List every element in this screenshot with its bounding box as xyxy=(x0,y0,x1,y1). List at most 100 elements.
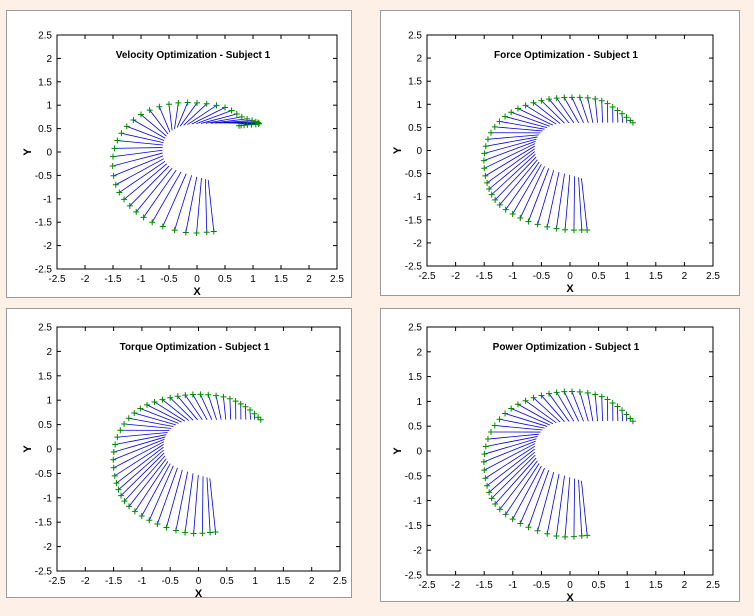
endpoint-marker xyxy=(121,498,128,505)
link-segment xyxy=(484,138,537,154)
endpoint-marker xyxy=(570,533,577,540)
y-tick-label: -1 xyxy=(43,194,52,205)
x-tick-label: 2.5 xyxy=(333,576,347,587)
chart-svg: -2.5 -2 -1.5 -1 -0.5 0 0.5 1 1.5 2 2.5 2.5 2 1.5 1 0.5 0… xyxy=(22,323,347,600)
link-segment xyxy=(128,458,167,507)
axes-frame xyxy=(56,326,341,572)
endpoint-marker xyxy=(546,96,553,103)
y-tick-label: 1.5 xyxy=(38,371,52,382)
link-segment xyxy=(112,152,163,167)
endpoint-marker xyxy=(562,533,569,540)
endpoint-marker xyxy=(480,157,487,164)
link-segment xyxy=(134,412,176,426)
link-segment xyxy=(141,463,171,517)
endpoint-marker xyxy=(534,527,541,534)
endpoint-marker xyxy=(508,109,515,116)
link-segment xyxy=(504,413,548,427)
link-segment xyxy=(494,156,537,201)
x-tick-label: -1 xyxy=(137,274,146,285)
endpoint-marker xyxy=(126,202,133,209)
x-tick-label: 1 xyxy=(252,576,258,587)
x-tick-label: -0.5 xyxy=(533,271,551,282)
endpoint-marker xyxy=(172,527,179,534)
x-tick-label: 2.5 xyxy=(706,580,720,591)
link-segment xyxy=(223,396,227,420)
link-segment xyxy=(485,136,538,147)
y-tick-label: 1.5 xyxy=(38,77,52,88)
endpoint-marker xyxy=(116,189,123,196)
endpoint-marker xyxy=(544,223,551,230)
link-segment xyxy=(121,132,164,144)
endpoint-marker xyxy=(604,100,611,107)
link-segment xyxy=(491,454,536,499)
y-tick-label: -2 xyxy=(43,241,52,252)
y-axis-label: Y xyxy=(22,148,34,156)
y-tick-label: -2.5 xyxy=(405,262,423,273)
x-tick-label: 1.5 xyxy=(649,271,663,282)
link-segment xyxy=(587,392,594,422)
link-segment xyxy=(158,106,171,133)
endpoint-marker xyxy=(481,150,488,157)
link-segment xyxy=(126,126,165,141)
endpoint-marker xyxy=(138,513,145,520)
link-segment xyxy=(210,118,248,124)
endpoint-marker xyxy=(561,94,568,101)
link-segment xyxy=(196,110,232,125)
link-segment xyxy=(140,408,179,424)
endpoint-marker xyxy=(534,221,541,228)
link-segment xyxy=(533,397,561,423)
x-tick-label: -0.5 xyxy=(162,576,180,587)
endpoint-marker xyxy=(609,104,616,111)
endpoint-marker xyxy=(488,495,495,502)
endpoint-marker xyxy=(205,391,212,398)
link-segment xyxy=(168,104,173,131)
endpoint-marker xyxy=(203,100,210,107)
endpoint-marker xyxy=(115,486,122,493)
endpoint-marker xyxy=(131,508,138,515)
endpoint-marker xyxy=(576,388,583,395)
link-segment xyxy=(537,472,555,531)
link-segment xyxy=(187,105,217,125)
endpoint-marker xyxy=(112,441,119,448)
link-segment xyxy=(124,455,166,502)
endpoint-marker xyxy=(233,110,240,117)
endpoint-marker xyxy=(576,94,583,101)
endpoint-markers xyxy=(480,94,636,234)
link-segment xyxy=(117,432,168,438)
link-segment xyxy=(486,148,535,184)
endpoint-marker xyxy=(525,524,532,531)
endpoint-marker xyxy=(487,129,494,136)
endpoint-marker xyxy=(125,415,132,422)
y-tick-label: -0.5 xyxy=(35,171,53,182)
endpoint-marker xyxy=(213,102,220,109)
endpoint-marker xyxy=(584,226,591,233)
link-segment xyxy=(206,477,211,533)
endpoint-marker xyxy=(502,206,509,213)
endpoint-marker xyxy=(623,411,630,418)
link-segment xyxy=(113,438,165,461)
endpoint-marker xyxy=(212,528,219,535)
chart-title: Torque Optimization - Subject 1 xyxy=(120,342,270,353)
endpoint-marker xyxy=(126,503,133,510)
y-axis-label: Y xyxy=(392,146,404,154)
link-segment xyxy=(537,170,555,225)
link-segment xyxy=(484,438,537,455)
endpoint-marker xyxy=(110,449,117,456)
link-segment xyxy=(494,425,543,431)
endpoint-marker xyxy=(249,117,256,124)
link-segment xyxy=(563,391,580,422)
link-segment xyxy=(533,102,561,124)
link-segment xyxy=(491,154,536,195)
chart-panel-power: -2.5 -2 -1.5 -1 -0.5 0 0.5 1 1.5 2 2.5 2.5 2 1.5 1 0.5 0… xyxy=(380,308,740,603)
endpoint-marker xyxy=(496,118,503,125)
link-segment xyxy=(484,143,536,169)
x-axis-label: X xyxy=(193,286,201,298)
link-segment xyxy=(485,445,535,479)
endpoint-marker xyxy=(538,97,545,104)
chart-svg: -2.5 -2 -1.5 -1 -0.5 0 0.5 1 1.5 2 2.5 2.5 2 1.5 1 0.5 0… xyxy=(392,31,720,296)
y-tick-label: -0.5 xyxy=(405,169,423,180)
y-tick-label: -1.5 xyxy=(405,215,423,226)
endpoint-marker xyxy=(592,391,599,398)
x-tick-label: -0.5 xyxy=(160,274,178,285)
y-axis-label: Y xyxy=(392,447,404,455)
